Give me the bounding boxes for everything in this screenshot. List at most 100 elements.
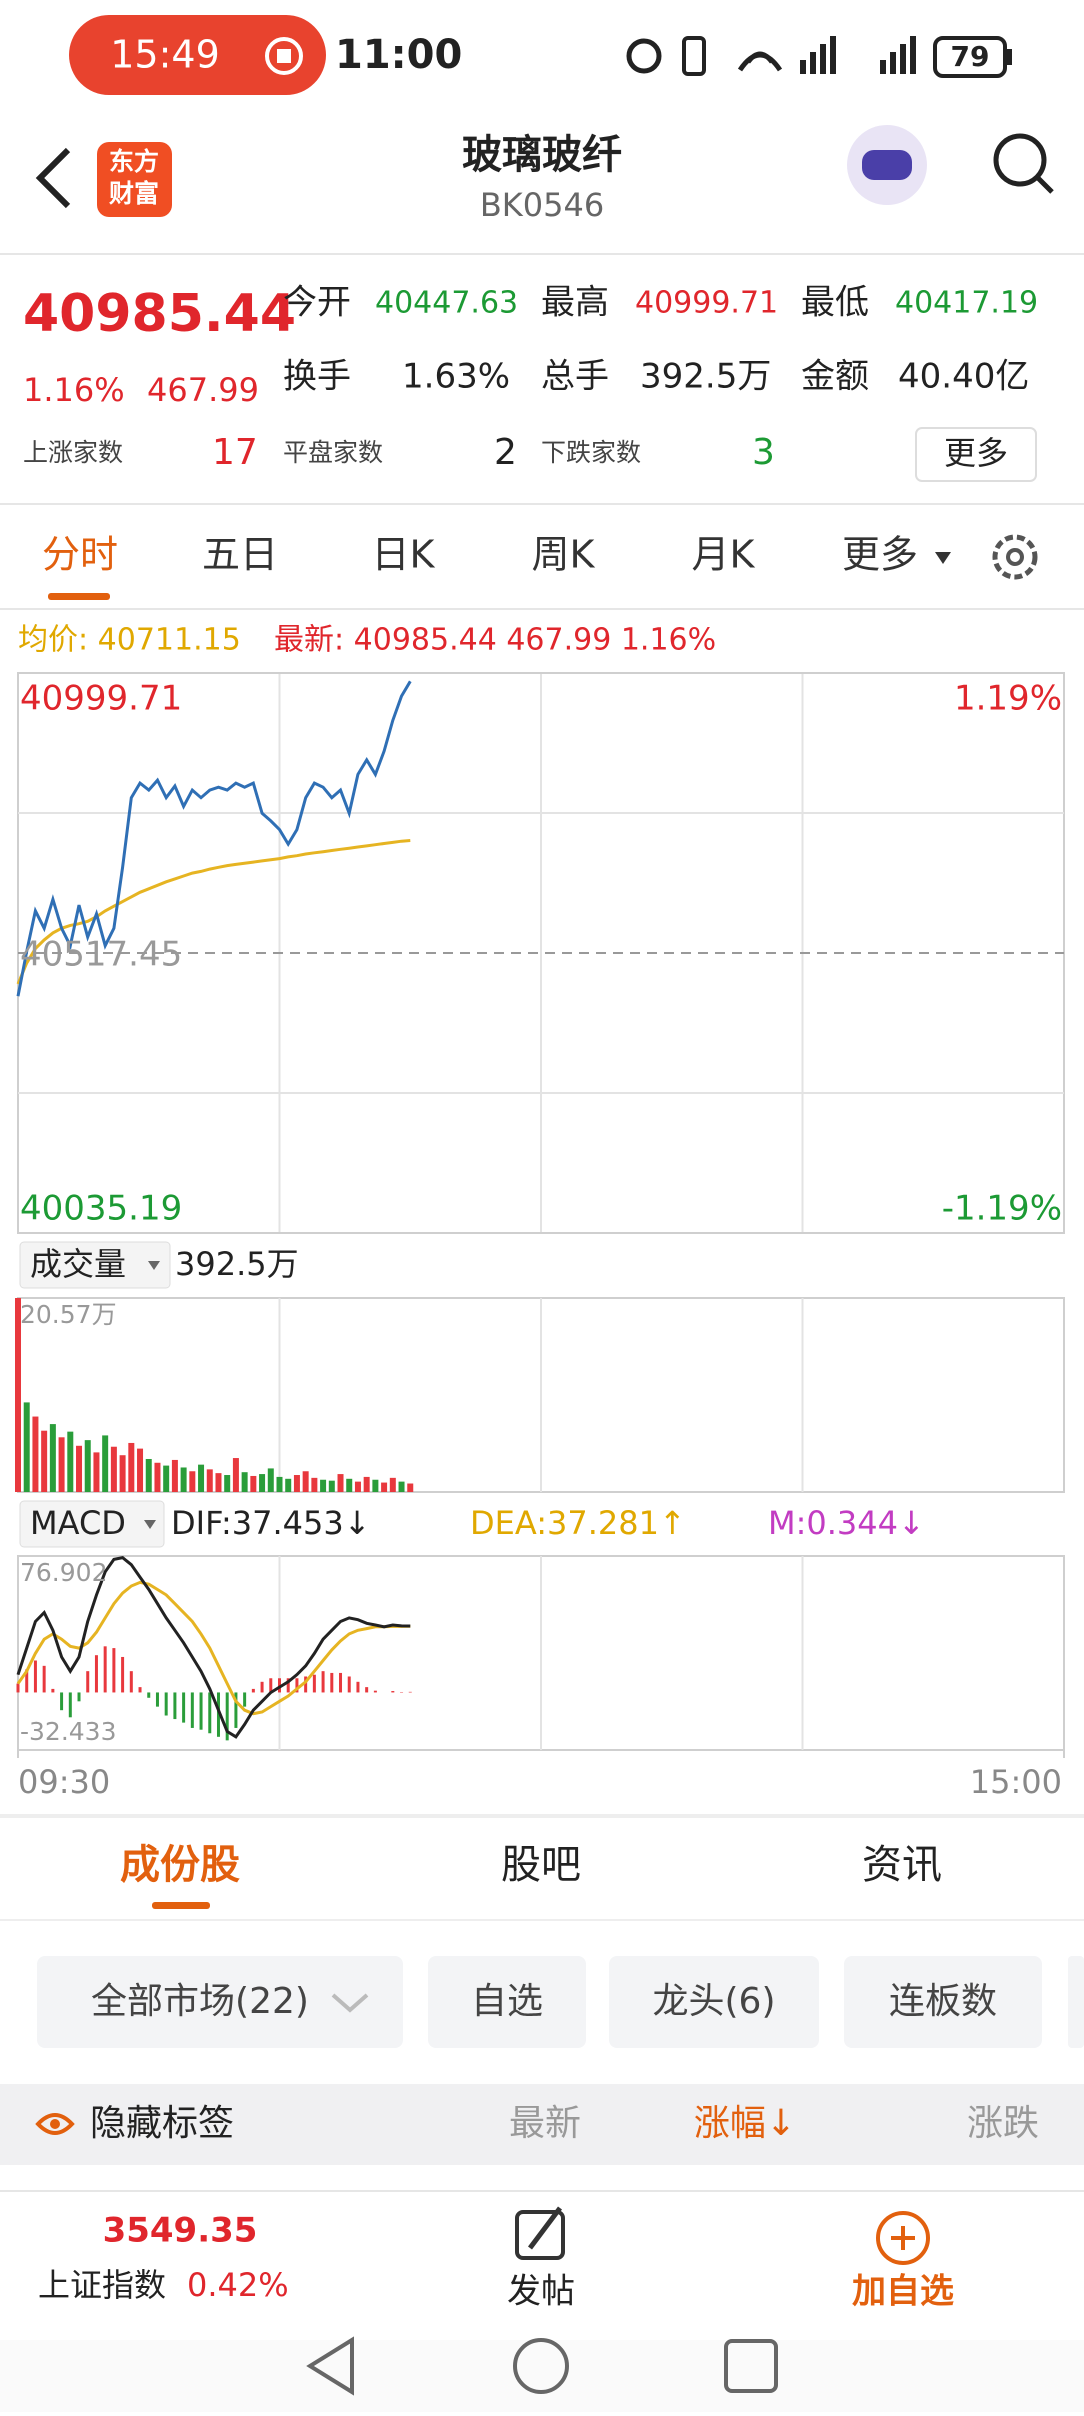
change: 467.99 (147, 371, 259, 409)
volume-bar (110, 1446, 117, 1492)
volume-bar (241, 1472, 248, 1492)
recording-pill[interactable] (69, 15, 326, 95)
stop-square (277, 49, 291, 63)
filter-chip[interactable] (1068, 1956, 1084, 2048)
dropdown-caret (144, 1520, 156, 1529)
breadth-value: 3 (752, 432, 775, 473)
volume-bar (67, 1431, 74, 1492)
filter-label: 自选 (471, 1981, 543, 2022)
volume-bar (276, 1476, 283, 1492)
x-tick-label: 09:30 (18, 1763, 110, 1801)
recording-time: 15:49 (110, 33, 220, 77)
logo-text: 财富 (109, 179, 159, 208)
app-logo[interactable] (97, 142, 172, 217)
y-tick-label: 76.902 (20, 1558, 107, 1587)
volume-bar (302, 1471, 309, 1492)
stat-value: 392.5万 (640, 357, 771, 397)
eye-icon[interactable] (35, 2113, 75, 2135)
volume-bar (58, 1437, 65, 1492)
status-icons (626, 36, 916, 76)
post-icon[interactable] (515, 2210, 565, 2260)
breadth-label: 上涨家数 (23, 438, 123, 467)
chart-tab[interactable]: 周K (532, 533, 596, 577)
index-change[interactable]: 0.42% (187, 2266, 289, 2304)
volume-total: 392.5万 (175, 1245, 299, 1283)
volume-bar (215, 1473, 222, 1492)
divider (0, 1814, 1084, 1818)
volume-bar (259, 1474, 266, 1492)
volume-bar (198, 1464, 205, 1492)
volume-bar (224, 1475, 231, 1492)
volume-bar (285, 1478, 292, 1492)
chart-tab[interactable]: 月K (692, 533, 756, 577)
last-legend: 最新: 40985.44 467.99 1.16% (274, 623, 716, 658)
column-header[interactable]: 涨幅↓ (694, 2103, 796, 2144)
y-tick-label: 40517.45 (20, 935, 182, 975)
volume-bar (328, 1480, 335, 1492)
volume-bar (76, 1445, 83, 1492)
dif-label: DIF:37.453↓ (171, 1504, 371, 1542)
chart-tab[interactable]: 分时 (42, 533, 118, 577)
nav-recent[interactable] (724, 2339, 778, 2393)
volume-bar (171, 1459, 178, 1492)
breadth-label: 下跌家数 (541, 438, 641, 467)
y-tick-label: 40999.71 (20, 679, 182, 719)
section-tab[interactable]: 资讯 (862, 1842, 942, 1888)
page-subtitle: BK0546 (480, 186, 604, 224)
volume-selector[interactable] (19, 1241, 171, 1289)
plus (891, 2226, 915, 2250)
chart-tab[interactable]: 更多 (842, 533, 918, 577)
volume-selector-label: 成交量 (30, 1245, 126, 1283)
volume-bar (102, 1435, 109, 1492)
stat-label: 最高 (541, 283, 609, 323)
volume-bar (189, 1471, 196, 1492)
volume-bar (23, 1402, 30, 1492)
more-label: 更多 (944, 434, 1008, 472)
add-icon[interactable] (876, 2211, 930, 2265)
column-header[interactable]: 涨跌 (967, 2103, 1039, 2144)
chart-tab[interactable]: 日K (372, 533, 436, 577)
stat-label: 总手 (541, 357, 609, 397)
x-tick-label: 15:00 (970, 1763, 1062, 1801)
filter-chip[interactable] (609, 1956, 819, 2048)
chart-tab[interactable]: 五日 (202, 533, 278, 577)
price-line (16, 680, 412, 997)
more-button[interactable] (915, 427, 1037, 482)
volume-bar (398, 1481, 405, 1492)
filter-chip[interactable] (844, 1956, 1042, 2048)
settings-center (1006, 548, 1024, 566)
y-tick-label: -32.433 (20, 1717, 117, 1746)
volume-bar (354, 1481, 361, 1492)
stat-value: 40447.63 (375, 286, 518, 321)
column-header[interactable]: 最新 (509, 2103, 581, 2144)
post-label[interactable]: 发帖 (507, 2272, 575, 2312)
avatar-face (862, 150, 912, 180)
m-label: M:0.344↓ (768, 1504, 925, 1542)
nav-back[interactable] (306, 2336, 354, 2396)
section-tab[interactable]: 成份股 (120, 1842, 240, 1888)
settings-button[interactable] (992, 534, 1038, 580)
index-name[interactable]: 上证指数 (38, 2266, 166, 2304)
volume-bar (320, 1479, 327, 1492)
battery-tip (1006, 49, 1012, 65)
volume-bar (84, 1440, 91, 1492)
volume-bar (267, 1468, 274, 1492)
back-button[interactable] (35, 147, 71, 209)
dropdown-caret (935, 552, 951, 564)
toggle-label[interactable]: 隐藏标签 (90, 2103, 234, 2144)
filter-chip[interactable] (37, 1956, 403, 2048)
volume-bar (41, 1430, 48, 1492)
section-tab[interactable]: 股吧 (501, 1842, 581, 1888)
list-header (0, 2084, 1084, 2165)
search-button[interactable] (993, 133, 1047, 187)
chip-chevron (331, 1993, 369, 2013)
add-label[interactable]: 加自选 (852, 2272, 954, 2312)
nav-home[interactable] (513, 2338, 569, 2394)
macd-selector[interactable] (19, 1500, 165, 1548)
volume-bar (163, 1465, 170, 1492)
index-value[interactable]: 3549.35 (103, 2211, 258, 2251)
filter-label: 全部市场(22) (91, 1981, 309, 2022)
filter-chip[interactable] (428, 1956, 586, 2048)
stat-label: 换手 (283, 357, 351, 397)
